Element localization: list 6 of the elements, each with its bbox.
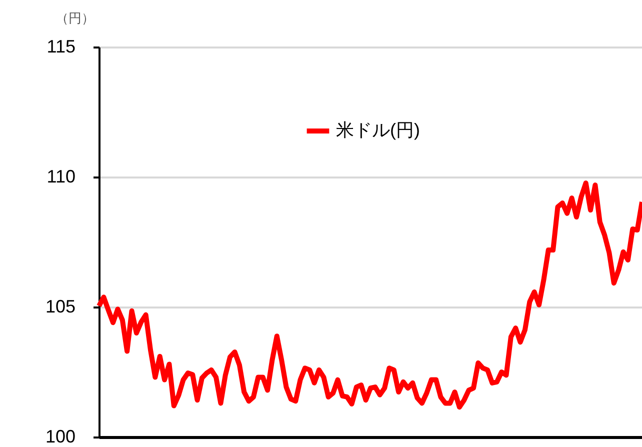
y-tick-label: 105 — [45, 296, 76, 316]
y-axis-title: （円） — [56, 10, 94, 26]
y-tick-label: 115 — [46, 36, 76, 56]
y-tick-label: 100 — [45, 426, 76, 446]
legend-label: 米ドル(円) — [336, 120, 420, 140]
y-tick-label: 110 — [46, 166, 76, 186]
